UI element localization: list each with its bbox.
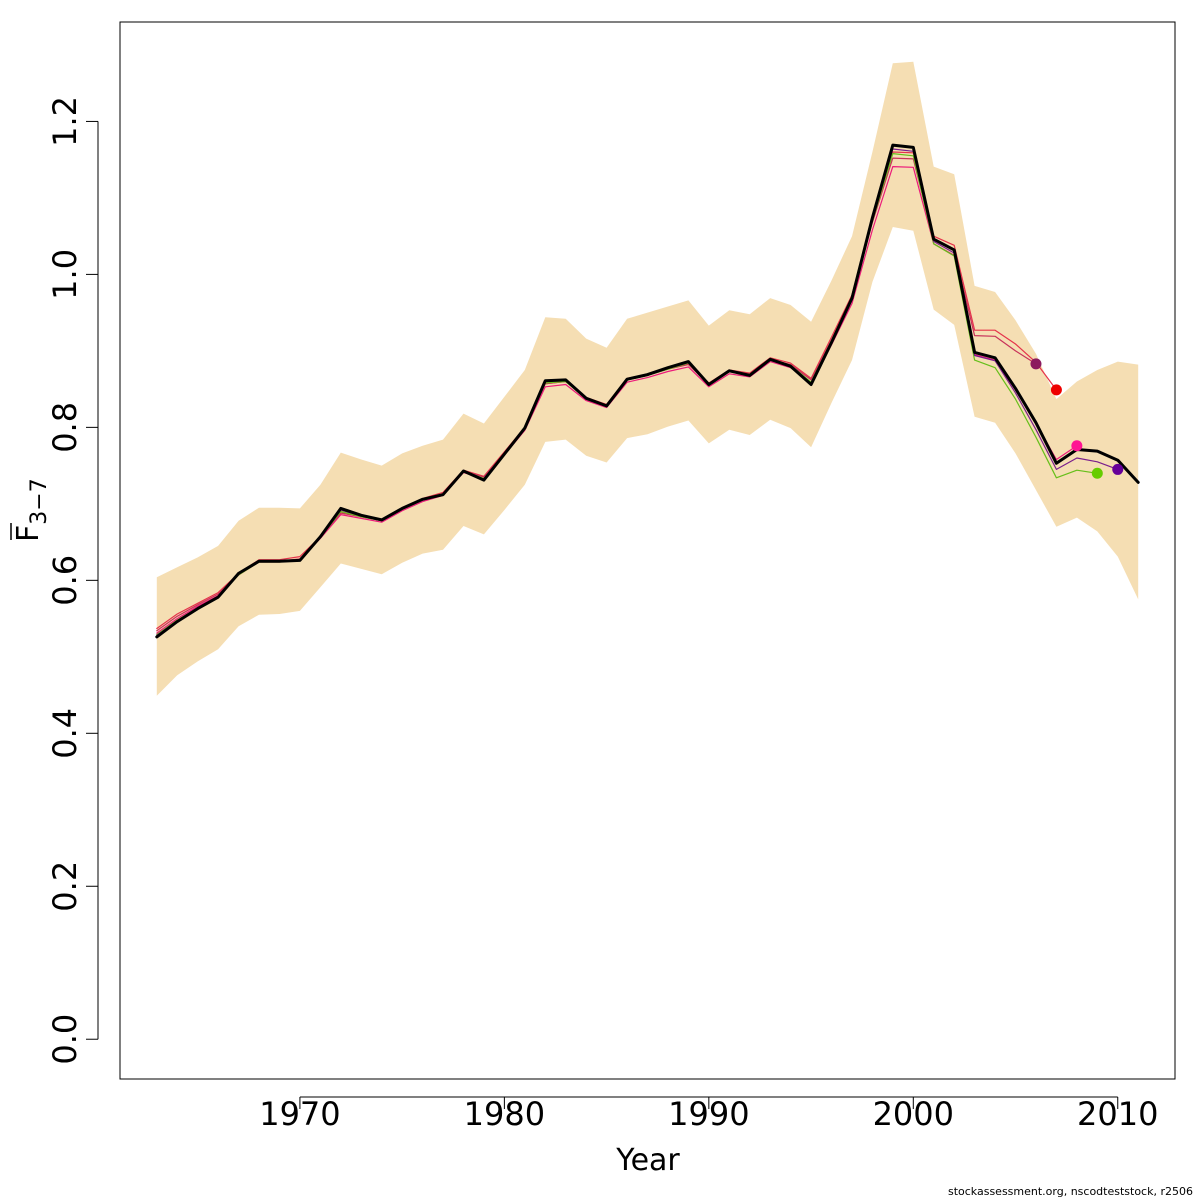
x-tick-label: 1970 xyxy=(259,1095,340,1133)
x-tick-label: 1990 xyxy=(668,1095,749,1133)
end-point-2009 xyxy=(1091,467,1103,479)
x-axis: 1970 1980 1990 2000 2010 xyxy=(259,1095,1158,1133)
y-tick-label: 0.6 xyxy=(46,555,84,606)
end-point-2010 xyxy=(1112,463,1124,475)
y-tick-label: 0.2 xyxy=(46,861,84,912)
x-tick-label: 2010 xyxy=(1077,1095,1158,1133)
y-tick-label: 0.8 xyxy=(46,402,84,453)
confidence-band-layer xyxy=(156,61,1139,696)
series-layer xyxy=(155,143,1140,639)
y-axis-title-main: F xyxy=(11,525,46,542)
end-point-2008 xyxy=(1071,440,1083,452)
y-axis-title: F3−7 xyxy=(10,478,52,542)
y-axis-title-text: F3−7 xyxy=(11,478,52,542)
plot-frame xyxy=(119,21,1176,1080)
footer-credit: stockassessment.org, nscodteststock, r25… xyxy=(948,1185,1193,1198)
series-line-main xyxy=(155,143,1140,639)
end-point-2007 xyxy=(1050,384,1062,396)
y-tick-label: 1.2 xyxy=(46,96,84,147)
y-tick-label: 0.4 xyxy=(46,708,84,759)
x-tick-label: 2000 xyxy=(873,1095,954,1133)
x-tick-label: 1980 xyxy=(464,1095,545,1133)
end-points-layer xyxy=(1030,358,1124,479)
y-axis-title-subscript: 3−7 xyxy=(27,478,52,524)
x-axis-title: Year xyxy=(615,1143,680,1178)
end-point-2006 xyxy=(1030,358,1042,370)
y-axis: 0.0 0.2 0.4 0.6 0.8 1.0 1.2 xyxy=(46,96,99,1065)
y-tick-label: 0.0 xyxy=(46,1014,84,1065)
y-tick-label: 1.0 xyxy=(46,249,84,300)
confidence-band xyxy=(156,61,1139,696)
